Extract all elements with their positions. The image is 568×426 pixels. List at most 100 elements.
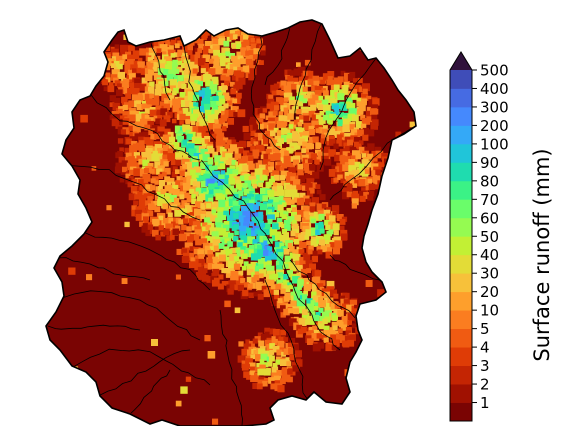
runoff-cell: [288, 348, 294, 355]
runoff-cell: [176, 248, 183, 255]
runoff-cell: [243, 261, 249, 267]
runoff-cell: [246, 276, 254, 284]
runoff-cell: [279, 242, 285, 248]
runoff-cell: [199, 193, 206, 201]
runoff-cell: [135, 95, 144, 103]
runoff-cell: [317, 342, 325, 349]
runoff-cell: [346, 185, 353, 192]
runoff-cell: [230, 81, 235, 87]
runoff-cell: [103, 53, 111, 61]
catchment-boundary-line: [47, 324, 141, 331]
runoff-cell: [239, 175, 246, 182]
runoff-cell: [325, 344, 333, 352]
runoff-cell: [184, 215, 193, 223]
runoff-cell: [372, 119, 379, 126]
runoff-cell: [283, 211, 289, 217]
runoff-cell: [200, 205, 206, 210]
runoff-cell: [107, 85, 115, 93]
runoff-cell: [284, 150, 290, 156]
runoff-cell: [253, 141, 259, 146]
runoff-cell: [342, 151, 350, 159]
runoff-cell: [262, 175, 268, 181]
runoff-cell: [223, 137, 229, 143]
runoff-cell: [247, 60, 254, 67]
runoff-cell: [117, 63, 123, 70]
runoff-cell: [191, 174, 198, 181]
catchment-boundary-line: [85, 232, 211, 291]
runoff-cell: [267, 190, 275, 198]
runoff-cell: [198, 43, 205, 50]
runoff-cell: [86, 274, 93, 281]
runoff-cell: [340, 70, 346, 76]
runoff-cell: [323, 209, 331, 217]
runoff-cell: [299, 114, 304, 120]
runoff-cell: [280, 105, 287, 112]
runoff-cell: [313, 306, 319, 311]
runoff-cell: [268, 94, 274, 100]
runoff-cell: [307, 170, 315, 178]
runoff-cell: [153, 72, 162, 81]
runoff-cell: [318, 95, 324, 101]
runoff-cell: [345, 330, 351, 336]
runoff-cell: [287, 70, 295, 78]
runoff-cell: [272, 329, 280, 336]
runoff-cell: [332, 115, 339, 121]
runoff-cell: [160, 189, 167, 195]
runoff-cell: [154, 55, 161, 63]
runoff-cell: [276, 349, 283, 356]
runoff-cell: [225, 188, 232, 195]
runoff-cell: [201, 226, 209, 234]
runoff-cell: [199, 118, 207, 126]
runoff-cell: [233, 205, 240, 213]
runoff-cell: [167, 112, 173, 118]
colorbar-tick-label: 30: [480, 265, 499, 283]
runoff-cell: [363, 118, 371, 125]
runoff-cell: [212, 113, 219, 120]
runoff-cell: [273, 196, 279, 203]
runoff-cell: [256, 220, 264, 229]
runoff-cell: [125, 157, 131, 164]
runoff-cell: [314, 85, 321, 92]
runoff-cell: [347, 139, 353, 146]
runoff-cell: [298, 95, 306, 102]
runoff-cell: [273, 191, 279, 196]
runoff-cell: [264, 327, 270, 334]
runoff-cell: [223, 206, 229, 212]
runoff-cell: [232, 34, 238, 39]
runoff-cell: [324, 219, 330, 226]
runoff-cell: [147, 153, 155, 162]
runoff-cell: [172, 98, 180, 106]
runoff-cell: [272, 202, 281, 211]
runoff-cell: [102, 79, 109, 86]
runoff-cell: [214, 128, 223, 137]
runoff-cell: [127, 59, 135, 67]
runoff-cell: [217, 31, 225, 38]
runoff-cell: [257, 160, 263, 165]
runoff-cell: [278, 282, 285, 290]
runoff-cell: [207, 351, 216, 359]
runoff-cell: [138, 140, 145, 146]
runoff-cell: [230, 270, 238, 279]
runoff-cell: [327, 247, 333, 253]
runoff-cell: [333, 143, 339, 149]
runoff-cell: [207, 20, 213, 24]
runoff-cell: [282, 121, 288, 127]
runoff-cell: [270, 289, 276, 295]
runoff-cell: [283, 102, 291, 110]
runoff-cell: [347, 183, 353, 189]
runoff-cell: [211, 89, 216, 94]
runoff-cell: [386, 284, 395, 293]
runoff-cell: [158, 63, 166, 71]
runoff-cell: [297, 209, 305, 218]
runoff-cell: [195, 172, 201, 178]
runoff-cell: [144, 168, 150, 174]
runoff-cell: [320, 79, 325, 85]
runoff-cell: [283, 302, 289, 308]
runoff-cell: [289, 354, 296, 361]
runoff-cell: [252, 183, 258, 189]
runoff-cell: [351, 93, 358, 100]
runoff-cell: [225, 20, 231, 21]
runoff-cell: [290, 300, 297, 307]
runoff-cell: [225, 273, 231, 278]
